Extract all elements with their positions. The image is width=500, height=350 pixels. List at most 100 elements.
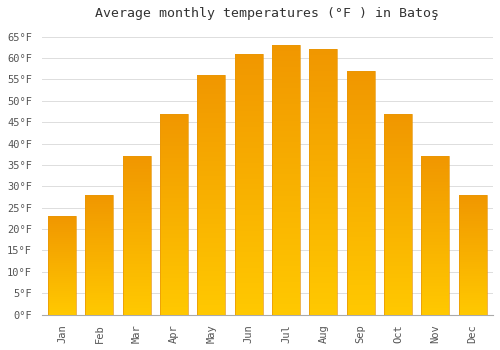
Bar	[198, 166, 226, 171]
Bar	[123, 185, 151, 188]
Bar	[421, 242, 449, 245]
Bar	[160, 134, 188, 138]
Bar	[123, 239, 151, 242]
Bar	[123, 207, 151, 210]
Bar	[86, 240, 114, 243]
Bar	[123, 299, 151, 302]
Bar	[458, 197, 486, 199]
Bar	[234, 132, 262, 137]
Bar	[384, 274, 412, 278]
Bar	[272, 293, 300, 299]
Bar	[160, 206, 188, 210]
Bar	[384, 250, 412, 254]
Bar	[86, 310, 114, 312]
Bar	[346, 115, 374, 120]
Bar	[384, 290, 412, 294]
Bar	[272, 239, 300, 245]
Bar	[160, 170, 188, 174]
Bar	[123, 267, 151, 270]
Bar	[123, 226, 151, 229]
Bar	[86, 269, 114, 272]
Bar	[272, 131, 300, 137]
Bar	[421, 169, 449, 172]
Bar	[48, 234, 76, 236]
Bar	[160, 274, 188, 278]
Bar	[48, 259, 76, 261]
Bar	[48, 295, 76, 297]
Bar	[123, 302, 151, 305]
Bar	[458, 303, 486, 305]
Bar	[421, 248, 449, 251]
Bar	[272, 228, 300, 234]
Bar	[310, 235, 338, 240]
Bar	[86, 290, 114, 293]
Bar	[346, 154, 374, 159]
Bar	[458, 202, 486, 204]
Bar	[346, 237, 374, 242]
Bar	[384, 214, 412, 218]
Bar	[310, 251, 338, 256]
Bar	[384, 307, 412, 310]
Bar	[48, 216, 76, 218]
Bar	[384, 158, 412, 162]
Bar	[234, 101, 262, 106]
Bar	[384, 170, 412, 174]
Bar	[310, 86, 338, 92]
Bar	[86, 279, 114, 281]
Bar	[310, 219, 338, 224]
Bar	[458, 240, 486, 243]
Bar	[384, 146, 412, 150]
Bar	[48, 248, 76, 250]
Bar	[123, 156, 151, 315]
Bar	[310, 166, 338, 172]
Bar	[86, 195, 114, 315]
Bar	[458, 281, 486, 284]
Bar	[198, 85, 226, 90]
Bar	[310, 193, 338, 198]
Bar	[198, 295, 226, 300]
Bar	[272, 261, 300, 266]
Bar	[458, 312, 486, 315]
Bar	[160, 266, 188, 270]
Bar	[160, 178, 188, 182]
Bar	[48, 285, 76, 287]
Bar	[421, 232, 449, 236]
Bar	[123, 261, 151, 264]
Bar	[310, 240, 338, 246]
Bar	[458, 214, 486, 216]
Bar	[198, 310, 226, 315]
Bar	[160, 158, 188, 162]
Bar	[86, 228, 114, 231]
Bar	[160, 114, 188, 315]
Bar	[86, 236, 114, 238]
Bar	[421, 210, 449, 213]
Bar	[123, 156, 151, 160]
Bar	[48, 293, 76, 295]
Bar	[346, 120, 374, 125]
Bar	[198, 276, 226, 281]
Bar	[160, 150, 188, 154]
Bar	[384, 118, 412, 122]
Bar	[48, 250, 76, 252]
Bar	[421, 223, 449, 226]
Bar	[48, 220, 76, 222]
Bar	[234, 247, 262, 252]
Bar	[458, 267, 486, 269]
Bar	[198, 195, 226, 199]
Bar	[458, 250, 486, 252]
Bar	[48, 261, 76, 264]
Bar	[310, 293, 338, 299]
Bar	[421, 267, 449, 270]
Bar	[234, 304, 262, 309]
Bar	[310, 60, 338, 65]
Bar	[346, 198, 374, 202]
Bar	[160, 286, 188, 290]
Bar	[123, 251, 151, 254]
Bar	[234, 241, 262, 247]
Bar	[48, 246, 76, 248]
Bar	[234, 80, 262, 85]
Bar	[48, 252, 76, 254]
Bar	[123, 308, 151, 312]
Bar	[160, 218, 188, 222]
Bar	[458, 305, 486, 307]
